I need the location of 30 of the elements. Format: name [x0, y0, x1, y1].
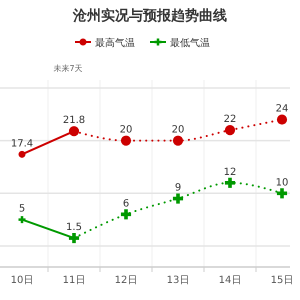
data-label: 1.5 — [66, 222, 82, 234]
data-label: 20 — [172, 124, 184, 136]
data-label: 24 — [276, 104, 288, 115]
data-label: 6 — [122, 198, 130, 210]
data-label: 17.4 — [10, 138, 34, 150]
data-label: 12 — [224, 166, 236, 178]
x-tick-label: 10日 — [10, 275, 34, 286]
point — [172, 136, 184, 146]
point — [275, 186, 289, 200]
x-tick-label: 11日 — [62, 275, 86, 286]
x-tick-label: 12日 — [114, 275, 138, 286]
data-label: 5 — [18, 204, 26, 215]
point — [224, 125, 236, 136]
text: 未来7天 — [53, 64, 83, 73]
point — [276, 114, 288, 125]
point — [119, 207, 133, 222]
data-label: 20 — [120, 124, 132, 136]
chart-title: 沧州实况与预报趋势曲线 — [72, 7, 227, 24]
data-label: 9 — [174, 182, 182, 194]
legend-label: 最低气温 — [170, 37, 210, 49]
data-label: 22 — [224, 114, 236, 126]
data-label: 10 — [276, 177, 288, 188]
legend-label: 最高气温 — [95, 37, 135, 49]
data-label: 21.8 — [62, 115, 86, 126]
point — [120, 136, 132, 146]
x-tick-label: 15日 — [270, 275, 294, 286]
point — [171, 192, 185, 206]
point — [223, 176, 237, 190]
x-tick-label: 13日 — [166, 275, 190, 286]
x-tick-label: 14日 — [218, 275, 242, 286]
